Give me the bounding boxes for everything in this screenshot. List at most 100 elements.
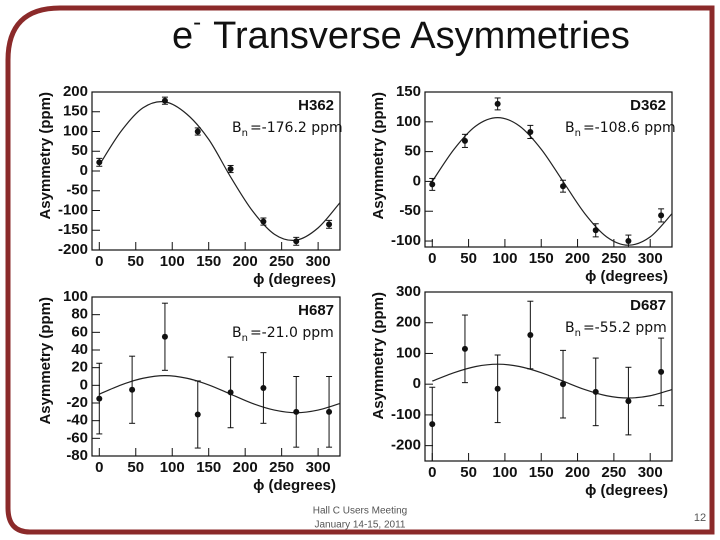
x-tick-label: 0 xyxy=(428,250,436,267)
x-tick-label: 0 xyxy=(428,464,436,481)
data-point xyxy=(129,386,136,393)
x-tick-label: 250 xyxy=(269,459,294,476)
ann-main: B xyxy=(565,120,575,136)
y-tick-label: -100 xyxy=(58,201,88,218)
fit-annotation: Bn =-176.2 ppm xyxy=(232,120,343,139)
x-tick-label: 200 xyxy=(233,253,258,270)
x-axis-label: ϕ (degrees) xyxy=(253,477,336,494)
y-tick-label: 50 xyxy=(71,142,88,159)
data-point xyxy=(227,389,234,396)
x-tick-label: 300 xyxy=(638,250,663,267)
x-tick-label: 50 xyxy=(460,250,477,267)
data-point xyxy=(560,183,567,190)
ann-main: B xyxy=(565,320,575,336)
data-point xyxy=(161,97,168,104)
x-tick-label: 50 xyxy=(460,464,477,481)
data-point xyxy=(658,212,665,219)
data-point xyxy=(494,100,501,107)
x-tick-label: 100 xyxy=(492,250,517,267)
footer-line: Hall C Users Meeting xyxy=(313,506,407,517)
x-tick-label: 250 xyxy=(601,464,626,481)
page-number: 12 xyxy=(694,512,706,524)
plot-frame xyxy=(424,291,673,462)
histogram-name: H362 xyxy=(298,97,334,114)
y-tick-label: -100 xyxy=(391,232,421,249)
slide-title: e- Transverse Asymmetries xyxy=(172,9,630,57)
ann-rest: =-108.6 ppm xyxy=(583,120,676,136)
x-tick-label: 300 xyxy=(306,253,331,270)
x-tick-label: 250 xyxy=(601,250,626,267)
y-tick-label: 40 xyxy=(71,341,88,358)
y-tick-label: 0 xyxy=(80,162,88,179)
y-axis-label: Asymmetry (ppm) xyxy=(370,292,387,420)
histogram-name: H687 xyxy=(298,302,334,319)
data-point xyxy=(96,159,103,166)
y-tick-label: 100 xyxy=(396,344,421,361)
y-tick-label: -200 xyxy=(391,437,421,454)
y-tick-label: 200 xyxy=(396,314,421,331)
x-tick-label: 200 xyxy=(565,464,590,481)
data-point xyxy=(527,128,534,135)
data-point xyxy=(96,395,103,402)
x-tick-label: 50 xyxy=(127,253,144,270)
x-tick-label: 0 xyxy=(95,253,103,270)
y-tick-label: 100 xyxy=(396,113,421,130)
y-axis-label: Asymmetry (ppm) xyxy=(370,92,387,220)
y-tick-label: 100 xyxy=(63,122,88,139)
x-axis-label: ϕ (degrees) xyxy=(585,482,668,499)
y-tick-label: 50 xyxy=(404,143,421,160)
data-point xyxy=(429,421,436,428)
fit-curve xyxy=(99,375,341,414)
x-tick-label: 150 xyxy=(196,459,221,476)
y-tick-label: -150 xyxy=(58,221,88,238)
x-tick-label: 300 xyxy=(306,459,331,476)
data-point xyxy=(260,384,267,391)
x-tick-label: 150 xyxy=(196,253,221,270)
fit-curve xyxy=(431,117,673,246)
ann-sub: n xyxy=(575,128,581,139)
footer-line: January 14-15, 2011 xyxy=(315,520,406,531)
data-point xyxy=(625,398,632,405)
x-tick-label: 250 xyxy=(269,253,294,270)
fit-curve xyxy=(432,363,673,399)
histogram-name: D687 xyxy=(630,297,666,314)
y-axis-label: Asymmetry (ppm) xyxy=(37,92,54,220)
title-rest: Transverse Asymmetries xyxy=(213,15,630,57)
plot-frame xyxy=(424,91,673,248)
x-tick-label: 0 xyxy=(95,459,103,476)
x-tick-label: 200 xyxy=(565,250,590,267)
y-tick-label: -100 xyxy=(391,406,421,423)
y-tick-label: 150 xyxy=(63,103,88,120)
y-tick-label: -200 xyxy=(58,241,88,258)
ann-rest: =-55.2 ppm xyxy=(583,320,667,336)
data-point xyxy=(625,238,632,245)
data-point xyxy=(260,218,267,225)
data-point xyxy=(326,408,333,415)
data-point xyxy=(592,388,599,395)
x-tick-label: 50 xyxy=(127,459,144,476)
y-tick-label: 150 xyxy=(396,83,421,100)
x-tick-label: 150 xyxy=(529,464,554,481)
fit-annotation: Bn =-55.2 ppm xyxy=(565,320,667,339)
data-point xyxy=(429,181,436,188)
y-tick-label: 0 xyxy=(413,172,421,189)
y-tick-label: 200 xyxy=(63,83,88,100)
y-tick-label: -20 xyxy=(66,394,88,411)
x-tick-label: 150 xyxy=(529,250,554,267)
x-tick-label: 100 xyxy=(160,459,185,476)
y-tick-label: 20 xyxy=(71,359,88,376)
data-point xyxy=(658,368,665,375)
fit-annotation: Bn =-21.0 ppm xyxy=(232,325,334,344)
x-tick-label: 300 xyxy=(638,464,663,481)
x-axis-label: ϕ (degrees) xyxy=(253,271,336,288)
ann-main: B xyxy=(232,120,242,136)
data-point xyxy=(293,408,300,415)
y-tick-label: -60 xyxy=(66,429,88,446)
data-point xyxy=(494,385,501,392)
y-tick-label: 0 xyxy=(413,375,421,392)
fit-annotation: Bn =-108.6 ppm xyxy=(565,120,676,139)
ann-main: B xyxy=(232,325,242,341)
plot-frame xyxy=(91,91,341,251)
y-tick-label: -40 xyxy=(66,412,88,429)
